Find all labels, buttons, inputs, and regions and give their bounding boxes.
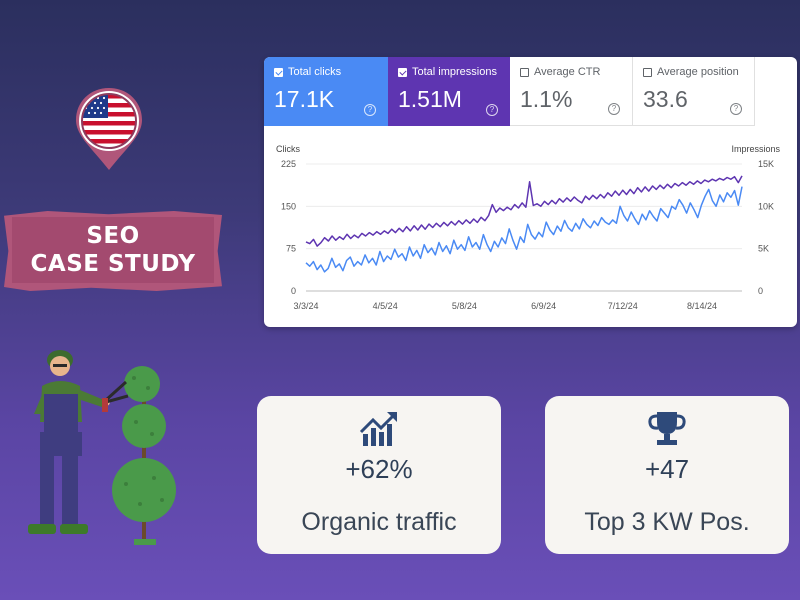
banner-title-line2: CASE STUDY — [30, 251, 196, 277]
chart-tick-labels: 225 15K 150 10K 75 5K 0 0 3/3/24 4/5/24 5/8/24 6/9/… — [281, 159, 774, 311]
y-left-tick-label: 225 — [281, 159, 296, 169]
help-icon[interactable]: ? — [486, 104, 498, 116]
gardener-trimming-topiary-illustration — [28, 350, 176, 545]
checkbox-unchecked-icon[interactable] — [643, 67, 652, 77]
banner-inner: SEO CASE STUDY — [12, 217, 214, 283]
y-right-tick-label: 10K — [758, 201, 774, 211]
right-axis-label: Impressions — [731, 144, 780, 154]
series-line-total-clicks — [305, 186, 743, 273]
metric-label: Total impressions — [412, 66, 497, 78]
metric-value: 1.51M — [398, 86, 462, 112]
x-tick-label: 8/14/24 — [687, 301, 717, 311]
metric-average-ctr[interactable]: Average CTR 1.1% ? — [510, 57, 633, 126]
chart-series-lines — [305, 175, 743, 273]
stat-card-top3-keywords: +47 Top 3 KW Pos. — [545, 396, 789, 554]
y-left-tick-label: 0 — [291, 286, 296, 296]
metric-value: 33.6 — [643, 86, 688, 112]
x-tick-label: 6/9/24 — [531, 301, 556, 311]
y-right-tick-label: 15K — [758, 159, 774, 169]
metric-total-clicks[interactable]: Total clicks 17.1K ? — [264, 57, 388, 126]
metric-label: Average CTR — [534, 66, 601, 78]
trending-up-chart-icon — [359, 412, 397, 446]
metric-label: Total clicks — [288, 66, 342, 78]
metric-value: 17.1K — [274, 86, 335, 112]
stat-card-organic-traffic: +62% Organic traffic — [257, 396, 501, 554]
stat-label: Top 3 KW Pos. — [584, 508, 750, 536]
metric-total-impressions[interactable]: Total impressions 1.51M ? — [388, 57, 510, 126]
performance-line-chart: Clicks Impressions 225 15K 150 10K 75 5K 0 0 3/3… — [276, 144, 781, 311]
y-right-tick-label: 5K — [758, 244, 769, 254]
stat-value: +47 — [644, 454, 690, 484]
chart-gridlines — [306, 163, 742, 292]
search-console-performance-card: Total clicks 17.1K ? Total impressions 1… — [264, 57, 797, 327]
stat-value: +62% — [345, 454, 413, 484]
usa-flag-pin-icon — [76, 88, 142, 170]
seo-case-study-banner: SEO CASE STUDY — [4, 211, 222, 291]
left-axis-label: Clicks — [276, 144, 300, 154]
help-icon[interactable]: ? — [364, 104, 376, 116]
checkbox-checked-icon[interactable] — [274, 67, 283, 77]
checkbox-unchecked-icon[interactable] — [520, 67, 529, 77]
metric-value: 1.1% — [520, 86, 573, 112]
series-line-total-impressions — [305, 175, 743, 247]
trophy-icon — [648, 412, 686, 445]
x-tick-label: 3/3/24 — [293, 301, 318, 311]
x-tick-label: 4/5/24 — [373, 301, 398, 311]
x-tick-label: 5/8/24 — [452, 301, 477, 311]
checkbox-checked-icon[interactable] — [398, 67, 407, 77]
help-icon[interactable]: ? — [730, 103, 742, 115]
y-left-tick-label: 150 — [281, 201, 296, 211]
stat-label: Organic traffic — [301, 508, 457, 536]
metric-label: Average position — [657, 66, 739, 78]
help-icon[interactable]: ? — [608, 103, 620, 115]
x-tick-label: 7/12/24 — [608, 301, 638, 311]
banner-title-line1: SEO — [86, 223, 140, 249]
y-right-tick-label: 0 — [758, 286, 763, 296]
metric-average-position[interactable]: Average position 33.6 ? — [633, 57, 755, 126]
y-left-tick-label: 75 — [286, 244, 296, 254]
